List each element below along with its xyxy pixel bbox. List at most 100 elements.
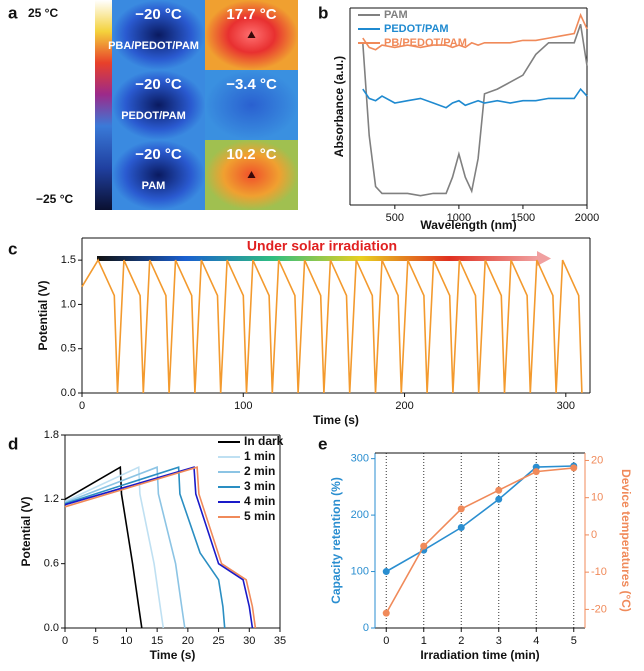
point [420, 542, 428, 550]
x-tick-label: 0 [79, 400, 85, 412]
thermal-cell [112, 70, 205, 140]
panel-label: a [8, 3, 18, 22]
series-line [64, 466, 257, 629]
annotation: Under solar irradiation [247, 238, 397, 254]
point [495, 486, 503, 494]
y-axis-label: Potential (V) [19, 496, 33, 566]
y-tick-label: 300 [351, 453, 369, 465]
y-tick-label: 0 [363, 622, 369, 634]
panel-label: c [8, 239, 17, 258]
y-tick-label: 1.2 [44, 493, 59, 505]
legend-label: PB/PEDOT/PAM [384, 37, 467, 49]
x-tick-label: 1500 [511, 212, 535, 224]
legend-label: 5 min [244, 509, 275, 523]
point [495, 495, 503, 503]
x-tick-label: 2000 [575, 212, 599, 224]
y-tick-label: 200 [351, 509, 369, 521]
series-line [385, 467, 574, 614]
cell-temperature: 17.7 °C [226, 6, 276, 23]
legend-label: 4 min [244, 494, 275, 508]
y-tick-label: 1.0 [61, 298, 76, 310]
x-axis-label: Time (s) [313, 413, 359, 427]
y2-tick-label: -10 [591, 566, 607, 578]
y-tick-label: 0.0 [44, 622, 59, 634]
series-line [81, 258, 583, 394]
y2-tick-label: 10 [591, 492, 603, 504]
series-line [362, 12, 588, 51]
cell-temperature: −20 °C [135, 76, 182, 93]
series-line [64, 466, 186, 629]
x-tick-label: 1000 [447, 212, 471, 224]
x-tick-label: 15 [151, 635, 163, 647]
point [382, 609, 390, 617]
point [457, 505, 465, 513]
cell-temperature: −3.4 °C [226, 76, 277, 93]
legend-label: In dark [244, 434, 284, 448]
y2-tick-label: -20 [591, 603, 607, 615]
legend-label: 1 min [244, 449, 275, 463]
x-tick-label: 25 [212, 635, 224, 647]
x-tick-label: 35 [274, 635, 286, 647]
x-tick-label: 3 [496, 635, 502, 647]
x-tick-label: 300 [557, 400, 575, 412]
series-line [64, 465, 143, 629]
y-tick-label: 1.8 [44, 429, 59, 441]
cell-temperature: −20 °C [135, 146, 182, 163]
x-tick-label: 200 [395, 400, 413, 412]
x-axis-label: Irradiation time (min) [420, 648, 539, 662]
y2-tick-label: 0 [591, 529, 597, 541]
x-tick-label: 4 [533, 635, 539, 647]
legend-label: 3 min [244, 479, 275, 493]
x-tick-label: 20 [182, 635, 194, 647]
x-tick-label: 0 [62, 635, 68, 647]
series-line [64, 466, 226, 629]
y-tick-label: 0.0 [61, 387, 76, 399]
series-line [385, 465, 574, 573]
y-tick-label: 1.5 [61, 254, 76, 266]
point [532, 468, 540, 476]
cell-temperature: −20 °C [135, 6, 182, 23]
panel-label: b [318, 3, 328, 22]
cell-sample: PAM [142, 180, 166, 192]
series-line [362, 87, 588, 109]
x-axis-label: Time (s) [150, 648, 196, 662]
cell-sample: PBA/PEDOT/PAM [108, 40, 199, 52]
y2-tick-label: 20 [591, 454, 603, 466]
cell-temperature: 10.2 °C [226, 146, 276, 163]
irradiation-arrowhead [537, 251, 551, 266]
panel-label: d [8, 434, 18, 453]
point [570, 464, 578, 472]
legend-label: PEDOT/PAM [384, 23, 449, 35]
legend-label: PAM [384, 9, 408, 21]
thermal-cell [205, 70, 298, 140]
y2-axis-label: Device temperatures (°C) [619, 469, 633, 612]
x-axis-label: Wavelength (nm) [420, 218, 516, 232]
thermal-cell [112, 0, 205, 70]
thermal-cell [112, 140, 205, 210]
hotspot-marker [247, 171, 256, 178]
x-tick-label: 500 [386, 212, 404, 224]
x-tick-label: 0 [383, 635, 389, 647]
x-tick-label: 5 [571, 635, 577, 647]
series-line [64, 465, 165, 629]
y-axis-label: Capacity retention (%) [329, 477, 343, 604]
x-tick-label: 2 [458, 635, 464, 647]
series-line [64, 466, 254, 629]
x-tick-label: 30 [243, 635, 255, 647]
x-tick-label: 10 [120, 635, 132, 647]
hotspot-marker [247, 31, 256, 38]
panel-label: e [318, 434, 327, 453]
point [382, 568, 390, 576]
y-axis-label: Absorbance (a.u.) [332, 56, 346, 157]
y-tick-label: 0.5 [61, 343, 76, 355]
legend-label: 2 min [244, 464, 275, 478]
irradiation-arrow [97, 256, 537, 261]
cell-sample: PEDOT/PAM [121, 110, 186, 122]
x-tick-label: 5 [93, 635, 99, 647]
point [457, 524, 465, 532]
y-tick-label: 0.6 [44, 558, 59, 570]
scale-label: −25 °C [36, 192, 73, 206]
y-tick-label: 100 [351, 565, 369, 577]
color-bar [95, 0, 112, 210]
